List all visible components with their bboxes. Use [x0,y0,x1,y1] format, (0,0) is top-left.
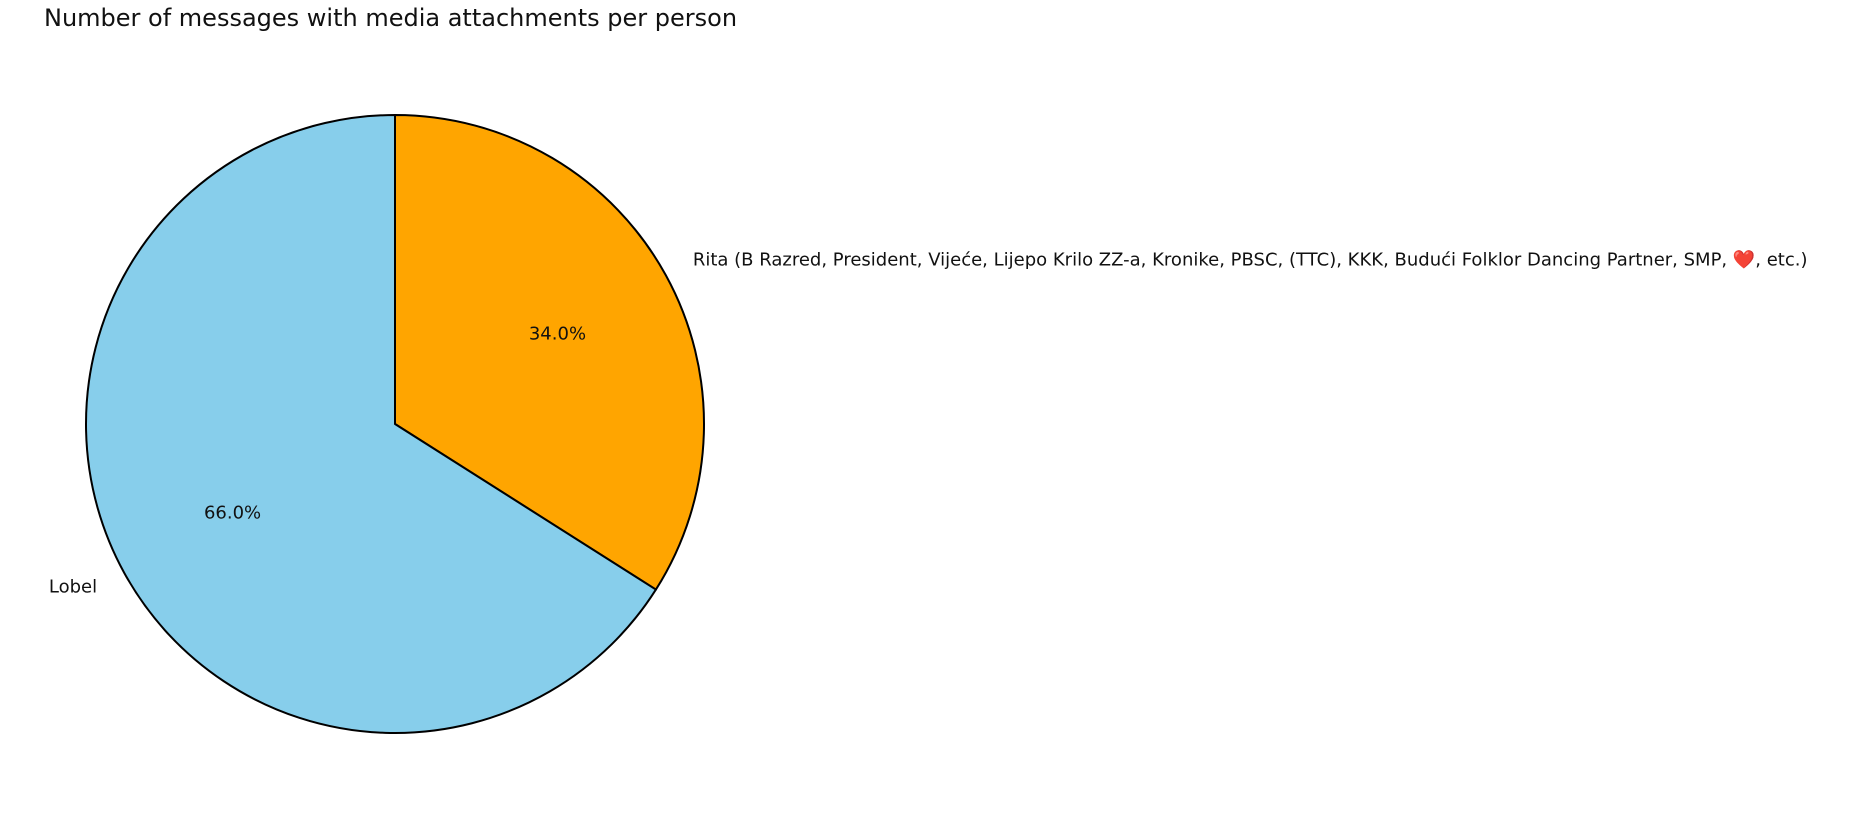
pie-percent-label-0: 34.0% [529,324,586,345]
pie-slice-1 [85,114,657,734]
pie-category-label-1: Lobel [49,577,97,598]
pie-category-label-0: Rita (B Razred, President, Vijeće, Lijep… [693,249,1808,270]
pie-slice-0 [394,114,705,591]
chart-title: Number of messages with media attachment… [44,4,738,32]
pie-percent-label-1: 66.0% [204,502,261,523]
